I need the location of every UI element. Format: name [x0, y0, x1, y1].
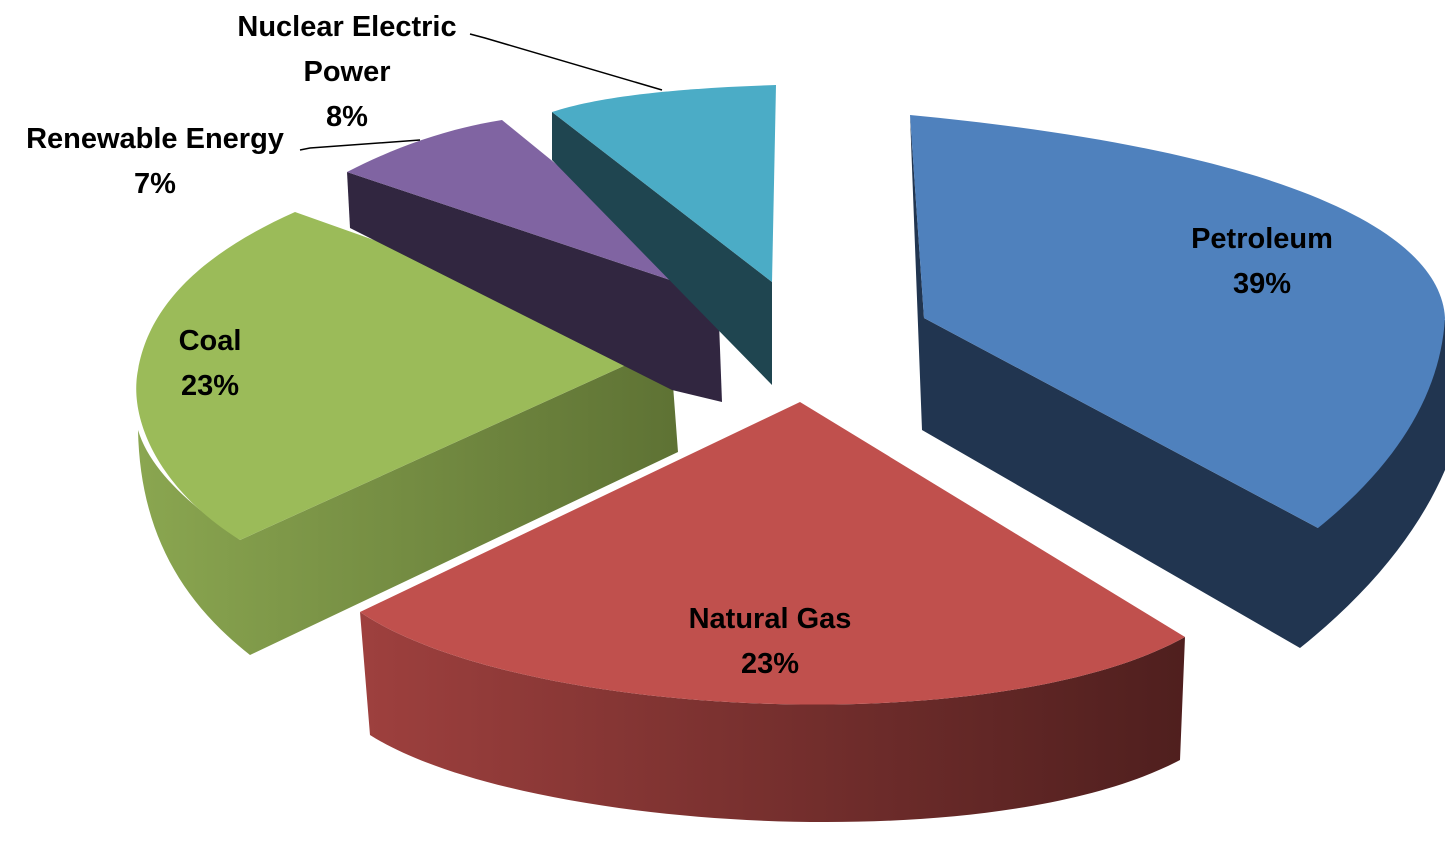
slice-coal: Coal 23% [136, 212, 678, 655]
label-natural-gas-value: 23% [741, 648, 799, 680]
slice-nuclear-side [552, 112, 772, 385]
leader-line-nuclear [469, 33, 663, 91]
leader-line-renewable [299, 139, 421, 151]
label-renewable-name: Renewable Energy [26, 123, 284, 155]
slice-nuclear-top [552, 85, 776, 282]
label-nuclear-name-line2: Power [303, 56, 390, 88]
label-nuclear-name-line1: Nuclear Electric [237, 11, 456, 43]
slice-coal-side [138, 345, 678, 655]
label-nuclear-value: 8% [326, 101, 368, 133]
slice-natural-gas: Natural Gas 23% [360, 402, 1185, 823]
slice-renewable-top [347, 120, 718, 296]
label-petroleum-value: 39% [1233, 268, 1291, 300]
slice-natural-gas-side [360, 612, 1185, 823]
slice-renewable-side [347, 172, 722, 402]
label-natural-gas-name: Natural Gas [689, 603, 852, 635]
slice-renewable-energy: Renewable Energy 7% [26, 120, 722, 402]
label-renewable-value: 7% [134, 168, 176, 200]
slice-petroleum: Petroleum 39% [910, 115, 1445, 648]
label-petroleum-name: Petroleum [1191, 223, 1333, 255]
slice-natural-gas-top [360, 402, 1185, 705]
slice-petroleum-top [910, 115, 1445, 528]
label-coal-name: Coal [179, 325, 242, 357]
label-coal-value: 23% [181, 370, 239, 402]
slice-nuclear-electric-power: Nuclear Electric Power 8% [237, 11, 776, 385]
slice-coal-top [136, 212, 671, 540]
